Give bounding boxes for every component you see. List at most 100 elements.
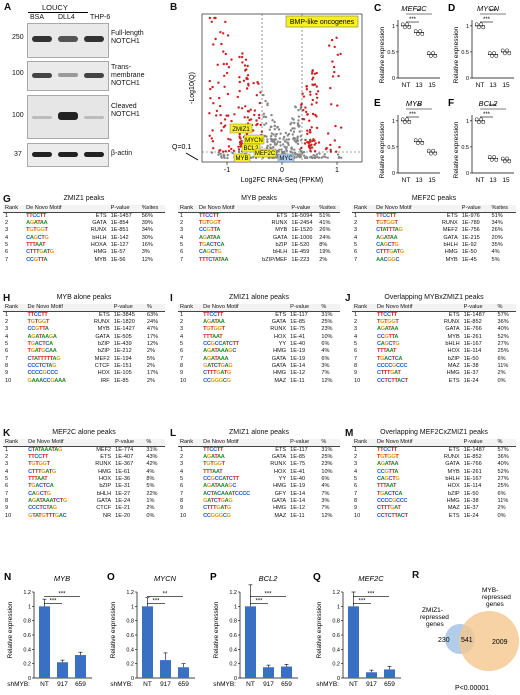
volcano-point: [310, 72, 314, 75]
volcano-xlabel: Log2FC RNA-Seq (FPKM): [241, 177, 323, 184]
column-header: P-value: [459, 205, 490, 213]
volcano-point: [331, 60, 334, 63]
category-label: NT: [402, 82, 411, 89]
factor-cell: HMG: [273, 370, 287, 377]
rank-cell: 6: [354, 348, 358, 355]
sequence-logo: GATCTGAG: [203, 362, 233, 369]
volcano-point: [252, 129, 255, 132]
sequence-logo: CCCTCTAG: [27, 362, 57, 369]
factor-cell: HOXA: [90, 242, 107, 249]
replicate-point: [420, 32, 425, 36]
y-axis-label: Relative expression: [316, 601, 323, 658]
rank-cell: 10: [180, 512, 187, 519]
blot-full-length: [27, 23, 109, 58]
replicate-point: [400, 117, 405, 122]
volcano-point: [336, 53, 339, 56]
table-row: 4 TTTAAT HOX 1E-41 10%: [178, 333, 340, 340]
table-row: 10 GTATGTTTGAC NR 1E-20 0%: [3, 512, 165, 519]
column-header: P-value: [113, 439, 145, 447]
factor-cell: GATA: [92, 220, 107, 227]
motif-table-title: MYB alone peaks: [56, 294, 112, 301]
rank-cell: 1: [354, 212, 358, 219]
volcano-point: [249, 118, 253, 121]
volcano-point: [209, 87, 212, 91]
volcano-point: [315, 85, 318, 88]
factor-cell: HOX: [274, 333, 287, 340]
category-label: 659: [281, 681, 292, 688]
percent-cell: 31%: [321, 311, 333, 318]
blot-actin: [27, 143, 109, 167]
table-row: 2 TGTGGT RUNX 1E-1820 24%: [3, 319, 165, 326]
volcano-point: [208, 112, 211, 115]
motif-table-title: MEF2C peaks: [411, 195, 457, 202]
volcano-point: [246, 77, 249, 81]
venn-right-label-2: repressed: [482, 594, 511, 601]
column-header: %: [319, 439, 340, 447]
sequence-logo: TTCCTT: [376, 311, 397, 318]
venn-left-label-2: repressed: [420, 614, 449, 621]
replicate-point: [431, 148, 435, 153]
pvalue-cell: 1E-85: [290, 454, 306, 461]
sequence-logo: CAGCTG: [376, 341, 400, 348]
pvalue-cell: 1E-766: [463, 326, 482, 333]
volcano-point: [309, 138, 312, 142]
volcano-point: [210, 20, 213, 23]
volcano-point: [274, 135, 277, 138]
factor-cell: MAZ: [447, 362, 460, 369]
volcano-point: [266, 140, 269, 144]
y-axis-label: Relative expression: [7, 601, 14, 658]
y-tick-label: 0: [466, 76, 469, 82]
gene-label-mef2c: MEF2C: [253, 148, 277, 158]
pvalue-cell: 1E-92: [461, 242, 477, 249]
factor-cell: GATA: [271, 319, 287, 326]
bar: [178, 667, 189, 678]
volcano-point: [239, 137, 242, 140]
gene-title: MYB: [54, 574, 70, 583]
table-row: 3 TGTGGT RUNX 1E-75 23%: [178, 326, 340, 333]
column-header: P-value: [461, 439, 496, 447]
pvalue-cell: 1E-1006: [291, 234, 313, 241]
panel-letter: C: [374, 3, 381, 14]
pvalue-cell: 1E-1487: [463, 311, 485, 318]
column-header: %sites: [317, 205, 340, 213]
percent-cell: 10%: [321, 468, 333, 475]
pvalue-cell: 1E-261: [463, 468, 482, 475]
volcano-point: [238, 55, 241, 59]
motif-table: Rank De Novo Motif P-value %sites 1 TTCCTT ETS…: [178, 205, 340, 264]
table-row: 1 TTCCTT ETS 1E-976 51%: [352, 212, 516, 220]
volcano-point: [316, 96, 319, 100]
factor-cell: GATA: [96, 497, 112, 504]
column-header: [434, 205, 460, 213]
motif-table-title: ZMIZ1 alone peaks: [229, 294, 289, 301]
sequence-logo: TTTAAT: [203, 468, 223, 475]
y-tick-label: 1: [392, 119, 395, 125]
rank-cell: 7: [5, 490, 9, 497]
volcano-point: [293, 137, 297, 140]
pvalue-cell: 1E-14: [290, 497, 306, 504]
percent-cell: 3%: [141, 249, 150, 256]
percent-cell: 11%: [497, 497, 509, 504]
volcano-point: [218, 96, 221, 100]
volcano-point: [279, 141, 282, 144]
volcano-point: [227, 114, 230, 117]
table-row: 10 CCGGGCG MAZ 1E-11 12%: [178, 377, 340, 384]
volcano-point: [303, 142, 307, 145]
percent-cell: 8%: [146, 476, 155, 483]
table-row: 7 TGACTCA bZIP 1E-50 6%: [352, 355, 516, 362]
pvalue-cell: 1E-61: [115, 468, 131, 475]
table-row: 7 CAGCTG bHLH 1E-27 22%: [3, 490, 165, 497]
factor-cell: bZIP: [97, 348, 110, 355]
table-row: 10 CCTCTTACT ETS 1E-24 0%: [352, 512, 516, 519]
sequence-logo: TGTGGT: [26, 227, 48, 234]
table-row: 8 AGATAAATCTG GATA 1E-24 1%: [3, 498, 165, 505]
sequence-logo: CCCTCTAG: [28, 505, 57, 512]
percent-cell: 36%: [497, 319, 509, 326]
volcano-point: [268, 128, 271, 131]
volcano-point: [311, 98, 314, 102]
gene-label-myb: MYB: [233, 153, 251, 163]
volcano-point: [289, 123, 292, 126]
marker-37: 37: [14, 151, 22, 158]
volcano-point: [283, 145, 286, 148]
factor-cell: GATA: [445, 461, 460, 468]
motif-table-title: MYB peaks: [241, 195, 277, 202]
